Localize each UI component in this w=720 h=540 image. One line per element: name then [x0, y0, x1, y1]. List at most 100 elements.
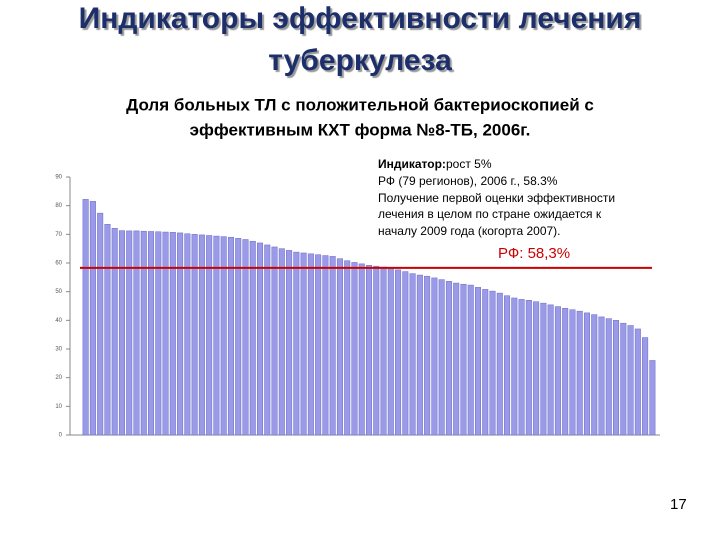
annotation: рост 5%	[446, 157, 492, 171]
annotation: началу 2009 года (когорта 2007).	[378, 224, 561, 238]
y-tick-label: 70	[55, 232, 62, 238]
bar	[184, 233, 191, 436]
bar	[97, 212, 104, 436]
bar	[482, 289, 489, 436]
y-tick-label: 60	[55, 261, 62, 267]
bar	[373, 265, 380, 436]
bar	[489, 290, 496, 436]
bar	[257, 242, 264, 436]
bar	[206, 235, 213, 436]
y-tick-label: 40	[55, 318, 62, 324]
bar	[162, 231, 169, 436]
bar	[583, 312, 590, 436]
bar	[634, 328, 641, 436]
y-tick-label: 50	[55, 289, 62, 295]
bar	[453, 282, 460, 436]
bar	[511, 297, 518, 436]
bar	[598, 316, 605, 436]
bar	[307, 253, 314, 436]
bar	[278, 248, 285, 436]
bar	[627, 325, 634, 436]
bar	[547, 304, 554, 436]
annotation: Получение первой оценки эффективности	[378, 191, 615, 205]
bar	[431, 277, 438, 436]
bar	[445, 281, 452, 436]
bar	[533, 301, 540, 436]
bar	[351, 262, 358, 436]
bar	[460, 283, 467, 436]
bar	[329, 256, 336, 436]
bar	[380, 266, 387, 436]
bar	[177, 232, 184, 436]
slide-title: туберкулеза	[268, 44, 452, 77]
bar	[213, 235, 220, 436]
bar	[605, 318, 612, 436]
bar	[104, 224, 111, 436]
bar	[82, 199, 89, 436]
y-tick-label: 0	[59, 433, 63, 439]
y-tick-label: 80	[55, 203, 62, 209]
bar	[358, 263, 365, 436]
bar	[344, 260, 351, 436]
bar	[438, 279, 445, 436]
bar	[111, 228, 118, 436]
bar	[198, 234, 205, 436]
bar	[395, 269, 402, 436]
y-tick-label: 90	[55, 175, 62, 181]
bar	[126, 230, 133, 436]
bar	[525, 300, 532, 436]
bar	[569, 309, 576, 436]
bar	[474, 287, 481, 436]
reference-label: РФ: 58,3%	[498, 245, 570, 262]
bar	[271, 246, 278, 436]
bar	[220, 236, 227, 436]
bar	[365, 265, 373, 436]
y-tick-label: 20	[55, 375, 62, 381]
bar	[133, 230, 140, 436]
chart-subtitle: Доля больных ТЛ с положительной бактерио…	[126, 95, 594, 114]
bar	[642, 337, 649, 436]
bar	[293, 251, 300, 436]
bar	[89, 201, 96, 436]
bar	[467, 284, 474, 436]
bar	[155, 231, 162, 436]
bar	[591, 314, 598, 436]
bar	[518, 299, 525, 436]
bar	[336, 258, 343, 436]
bar	[242, 239, 249, 436]
page-number: 17	[670, 496, 687, 513]
annotation: РФ (79 регионов), 2006 г., 58.3%	[378, 174, 558, 188]
bar	[227, 236, 234, 436]
bar	[148, 231, 155, 436]
annotation-label: Индикатор:	[378, 157, 446, 171]
bar	[300, 252, 307, 436]
bar	[286, 250, 293, 436]
bar	[140, 230, 147, 436]
bar	[554, 306, 561, 436]
bar	[387, 267, 394, 436]
slide-title: Индикаторы эффективности лечения	[79, 2, 642, 35]
bar	[118, 230, 125, 436]
bar	[649, 360, 656, 436]
bar	[620, 322, 627, 436]
bar	[576, 310, 583, 436]
bar	[613, 320, 620, 436]
bar	[169, 232, 176, 436]
bar	[402, 271, 409, 436]
bar	[191, 234, 198, 436]
y-tick-label: 30	[55, 347, 62, 353]
bar	[264, 244, 271, 436]
bar	[235, 238, 242, 436]
bar	[540, 302, 547, 436]
bar	[409, 273, 416, 436]
bar	[322, 255, 329, 436]
bar	[315, 254, 322, 436]
bar	[249, 240, 256, 436]
chart-subtitle: эффективным КХТ форма №8-ТБ, 2006г.	[190, 120, 531, 139]
bar	[562, 308, 569, 436]
bar	[424, 275, 431, 436]
bar	[416, 274, 423, 436]
y-tick-label: 10	[55, 404, 62, 410]
bar	[504, 295, 511, 436]
